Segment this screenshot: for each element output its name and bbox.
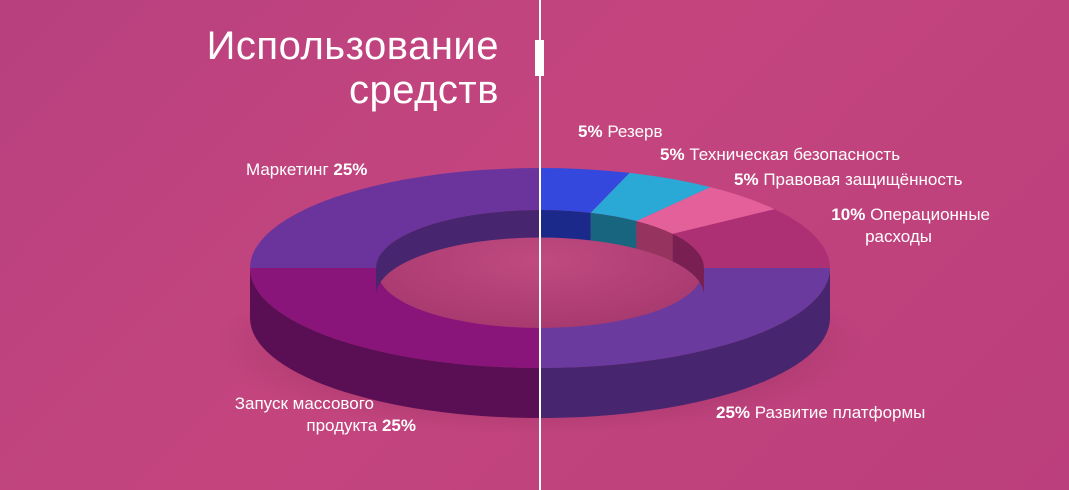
label-platform-name: Развитие платформы bbox=[754, 403, 926, 422]
label-platform: 25% Развитие платформы bbox=[716, 402, 925, 424]
slice-2-inner-wall-0 bbox=[590, 212, 637, 249]
label-mass-percent: 25% bbox=[381, 416, 416, 435]
label-platform-percent: 25% bbox=[716, 403, 751, 422]
label-reserve: 5% Резерв bbox=[578, 121, 663, 143]
slice-2-top bbox=[590, 172, 711, 222]
label-mass-line-2: продукта 25% bbox=[160, 415, 416, 437]
label-tech-security: 5% Техническая безопасность bbox=[660, 144, 900, 166]
label-marketing: Маркетинг 25% bbox=[246, 159, 367, 181]
slice-5-top bbox=[540, 268, 830, 368]
chart-title: Использование средств bbox=[79, 24, 499, 112]
slice-6-top bbox=[250, 268, 540, 368]
slice-4-inner-wall-0 bbox=[672, 233, 704, 296]
center-divider-line bbox=[539, 0, 541, 490]
slice-3-inner-wall-0 bbox=[636, 221, 673, 262]
label-ops-line-1: 10% Операционные bbox=[786, 204, 990, 226]
label-operations: 10% Операционные расходы bbox=[786, 204, 990, 248]
label-legal-percent: 5% bbox=[734, 170, 759, 189]
label-marketing-percent: 25% bbox=[333, 160, 368, 179]
label-ops-percent: 10% bbox=[831, 205, 866, 224]
label-ops-name-2: расходы bbox=[865, 227, 932, 246]
title-line-2: средств bbox=[348, 68, 499, 112]
label-tech-name: Техническая безопасность bbox=[689, 145, 901, 164]
label-mass-line-1: Запуск массового bbox=[234, 394, 374, 413]
label-tech-percent: 5% bbox=[660, 145, 685, 164]
slice-5-side-wall bbox=[540, 268, 830, 418]
title-line-1: Использование bbox=[206, 24, 499, 68]
slice-4-top bbox=[672, 209, 830, 268]
label-mass-name-2: продукта bbox=[306, 416, 378, 435]
label-ops-name-1: Операционные bbox=[870, 205, 990, 224]
slice-7-inner-wall-1 bbox=[376, 210, 540, 296]
divider-marker bbox=[535, 40, 544, 76]
label-reserve-name: Резерв bbox=[607, 122, 663, 141]
slice-3-top bbox=[636, 187, 775, 234]
label-reserve-percent: 5% bbox=[578, 122, 603, 141]
slice-1-top bbox=[540, 168, 630, 213]
slice-6-side-wall bbox=[250, 268, 540, 418]
slice-1-inner-wall-0 bbox=[540, 210, 591, 241]
slice-7-top bbox=[250, 168, 540, 268]
label-mass-product: Запуск массового продукта 25% bbox=[160, 393, 416, 437]
label-legal: 5% Правовая защищённость bbox=[734, 169, 963, 191]
label-marketing-name: Маркетинг bbox=[246, 160, 329, 179]
label-legal-name: Правовая защищённость bbox=[763, 170, 963, 189]
